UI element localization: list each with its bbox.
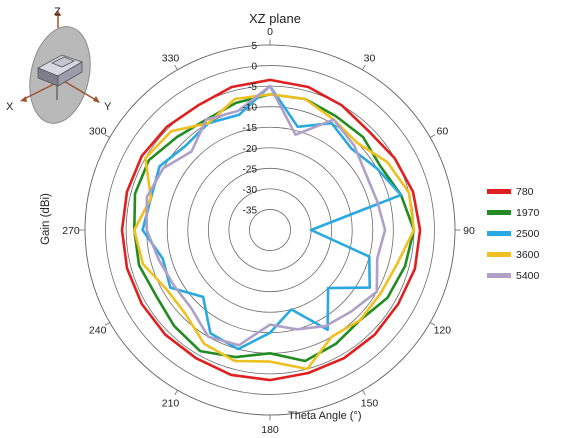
r-tick-label: -15 <box>243 123 258 134</box>
legend-label: 3600 <box>516 248 540 261</box>
grid-ring <box>249 209 291 251</box>
chart-title: XZ plane <box>248 11 302 26</box>
legend-item-2500: 2500 <box>487 223 567 244</box>
series-line-5400 <box>145 84 387 347</box>
theta-tick-label: 30 <box>364 53 376 65</box>
legend-swatch <box>487 231 511 236</box>
legend-label: 5400 <box>516 269 540 282</box>
series-line-2500 <box>141 84 403 351</box>
series-line-780 <box>120 78 422 382</box>
r-tick-label: -35 <box>243 205 258 216</box>
theta-tick-label: 0 <box>267 26 273 38</box>
angle-tick-mark <box>174 390 178 396</box>
r-tick-label: -5 <box>248 82 257 93</box>
theta-tick-label: 120 <box>434 325 452 337</box>
theta-tick-label: 150 <box>361 397 379 409</box>
angle-tick-mark <box>104 134 110 138</box>
grid-ring <box>228 188 312 272</box>
legend-label: 780 <box>516 185 534 198</box>
legend-swatch <box>487 252 511 257</box>
series-layer <box>120 78 422 382</box>
r-tick-label: -10 <box>243 103 258 114</box>
grid-ring <box>84 44 456 416</box>
legend-swatch <box>487 210 511 215</box>
y-axis-label: Y <box>104 101 112 113</box>
legend: 780 1970 2500 3600 5400 <box>487 181 567 286</box>
legend-item-5400: 5400 <box>487 265 567 286</box>
theta-tick-label: 300 <box>89 126 107 138</box>
theta-tick-label: 330 <box>162 53 180 65</box>
angle-tick-mark <box>362 390 366 396</box>
series-line-3600 <box>133 93 416 371</box>
angle-tick-mark <box>362 64 366 70</box>
theta-tick-label: 210 <box>162 397 180 409</box>
r-tick-label: -25 <box>243 164 258 175</box>
legend-swatch <box>487 189 511 194</box>
y-axis-label-gain: Gain (dBi) <box>40 193 52 245</box>
r-tick-label: 5 <box>251 41 257 52</box>
angle-tick-mark <box>104 322 110 326</box>
legend-swatch <box>487 273 511 278</box>
z-axis-label: Z <box>54 6 61 18</box>
grid-ring <box>166 126 374 334</box>
legend-item-1970: 1970 <box>487 202 567 223</box>
legend-label: 1970 <box>516 206 540 219</box>
theta-tick-label: 180 <box>261 424 279 436</box>
grid-ring <box>125 85 415 375</box>
angle-tick-mark <box>174 64 178 70</box>
legend-item-780: 780 <box>487 181 567 202</box>
r-tick-label: -20 <box>243 144 258 155</box>
angle-tick-labels: 0 30 60 90 120 150 180 210 240 270 300 330 <box>62 26 475 436</box>
theta-tick-label: 240 <box>89 325 107 337</box>
angle-tick-mark <box>430 322 436 326</box>
r-tick-label: -30 <box>243 185 258 196</box>
grid-ring-outer <box>84 44 456 416</box>
x-axis-label-theta: Theta Angle (°) <box>288 410 362 422</box>
theta-tick-label: 270 <box>62 225 80 237</box>
legend-label: 2500 <box>516 227 540 240</box>
polar-grid <box>79 39 461 421</box>
grid-ring <box>207 167 333 293</box>
theta-tick-label: 90 <box>463 225 475 237</box>
grid-ring <box>187 147 353 313</box>
r-tick-label: 0 <box>251 62 257 73</box>
grid-ring <box>105 65 435 395</box>
theta-tick-label: 60 <box>436 126 448 138</box>
angle-tick-mark <box>430 134 436 138</box>
antenna-model-image: Z X Y <box>6 6 112 124</box>
radial-tick-labels: 5 0 -5 -10 -15 -20 -25 -30 -35 <box>243 41 258 216</box>
series-line-1970 <box>133 93 416 363</box>
x-axis-label: X <box>6 101 14 113</box>
legend-item-3600: 3600 <box>487 244 567 265</box>
